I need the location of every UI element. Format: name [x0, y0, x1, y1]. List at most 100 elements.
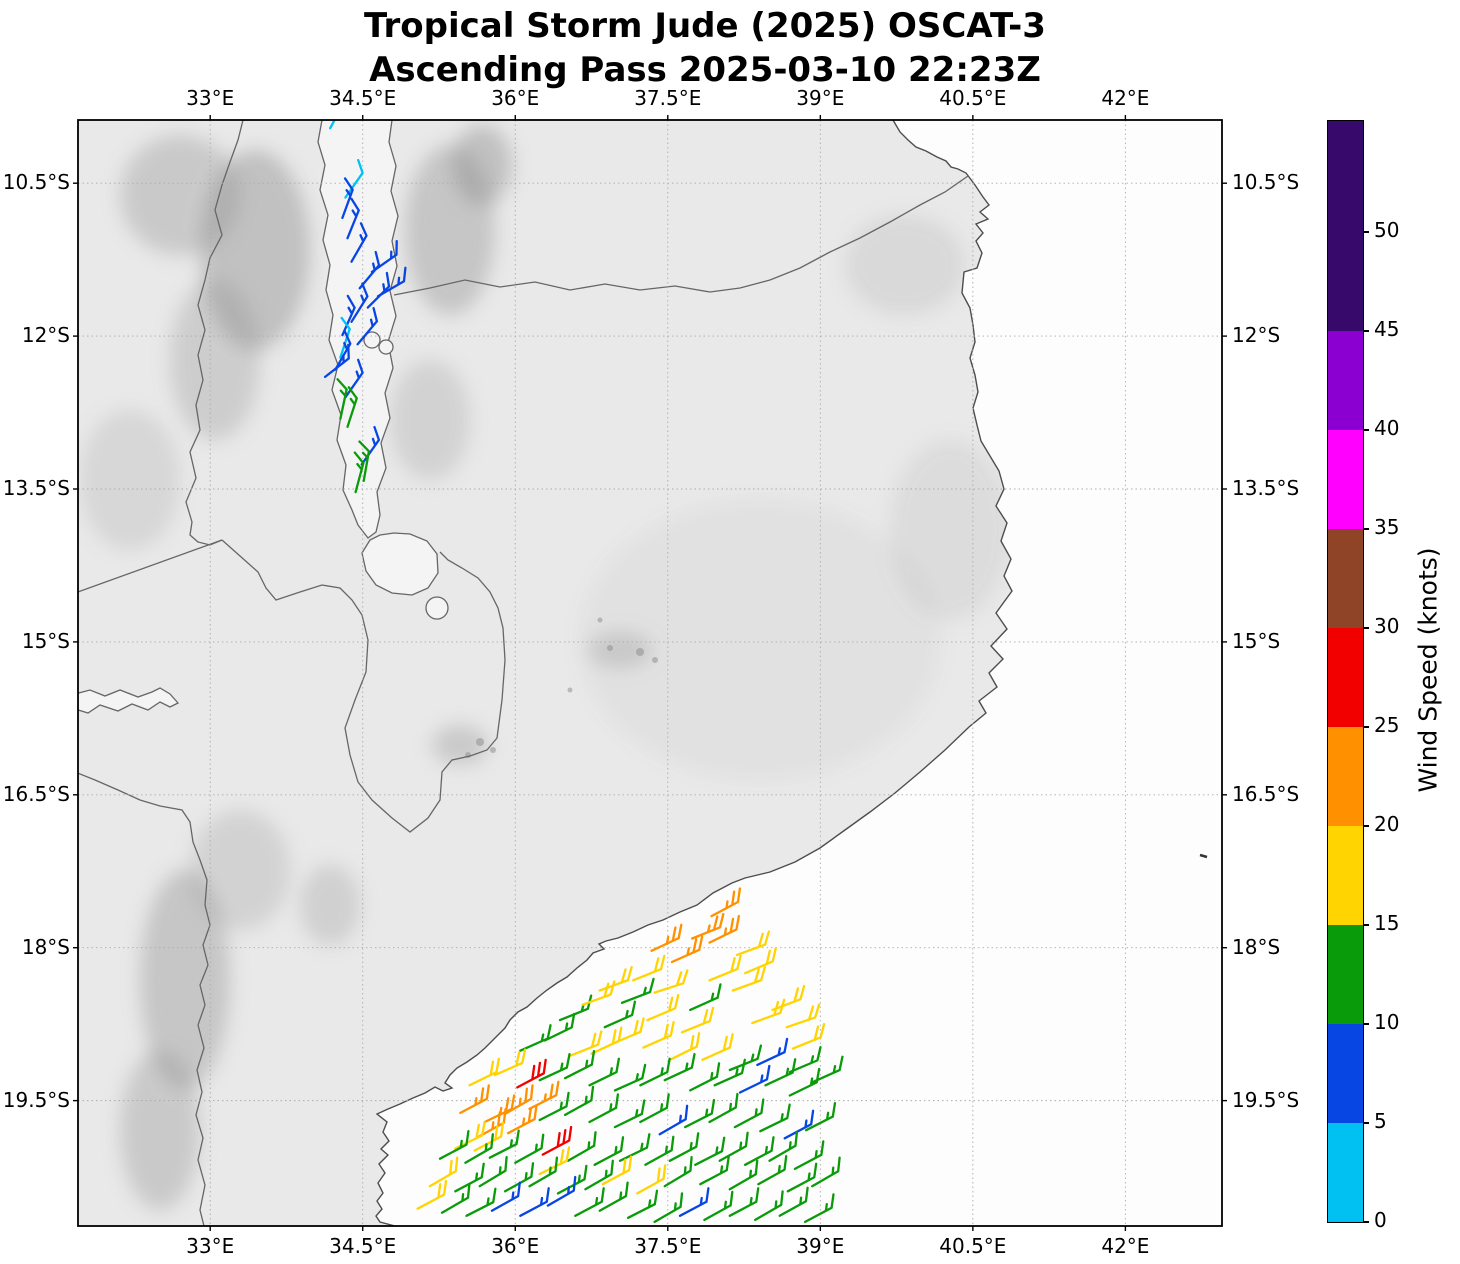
title-line-1: Tropical Storm Jude (2025) OSCAT-3: [364, 6, 1046, 46]
wind-barb: [738, 1064, 771, 1094]
wind-barb: [516, 1058, 547, 1089]
wind-barb: [785, 1003, 821, 1029]
wind-barb: [759, 1103, 791, 1133]
wind-barb: [350, 282, 369, 323]
lon-tick-label-top: 37.5°E: [634, 86, 702, 110]
wind-barb: [506, 1104, 538, 1135]
wind-barb: [668, 1132, 700, 1162]
wind-barb: [476, 1108, 507, 1139]
wind-barb: [440, 1183, 471, 1214]
colorbar-segment: [1328, 121, 1363, 232]
wind-barb: [588, 1057, 620, 1087]
wind-barb: [639, 1057, 671, 1087]
wind-barb: [468, 1057, 500, 1087]
colorbar-tick-label: 5: [1374, 1109, 1387, 1133]
colorbar-tick-label: 15: [1374, 911, 1400, 935]
lat-tick-label-left: 10.5°S: [2, 170, 70, 195]
wind-barb: [639, 1093, 670, 1124]
wind-barb: [493, 1048, 527, 1077]
wind-barb: [728, 1187, 760, 1217]
wind-barb: [528, 1080, 560, 1110]
colorbar-segments: [1328, 121, 1363, 1222]
wind-barb: [428, 1156, 459, 1188]
colorbar-tick: [1363, 924, 1369, 926]
wind-barb: [459, 1084, 490, 1115]
title-line-2: Ascending Pass 2025-03-10 22:23Z: [369, 50, 1041, 90]
wind-barb: [728, 1159, 759, 1191]
lon-tick-label-top: 33°E: [186, 86, 235, 110]
wind-barb: [680, 1006, 715, 1034]
colorbar-segment: [1328, 232, 1363, 331]
wind-barb: [569, 1030, 603, 1057]
wind-barb: [366, 271, 391, 309]
wind-barb: [788, 1045, 822, 1074]
lat-tick-label-right: 16.5°S: [1232, 781, 1300, 806]
wind-barb: [757, 1155, 788, 1186]
lon-tick-label-top: 39°E: [796, 86, 845, 110]
wind-barb: [754, 1190, 784, 1222]
wind-barb: [768, 1131, 799, 1162]
wind-barb: [756, 1037, 789, 1067]
lat-tick-label-right: 15°S: [1232, 628, 1281, 653]
lon-tick-label-top: 36°E: [491, 86, 540, 110]
map-frame: [77, 119, 1223, 1227]
wind-barb: [710, 887, 742, 918]
wind-barb: [804, 1101, 837, 1132]
colorbar-tick-label: 25: [1374, 713, 1400, 737]
colorbar-tick: [1363, 1122, 1369, 1124]
wind-barb: [642, 1020, 675, 1049]
wind-barb: [743, 1136, 775, 1166]
wind-barb: [574, 1187, 605, 1217]
lon-tick-label-bottom: 39°E: [796, 1234, 845, 1258]
border-malawi-south: [221, 539, 506, 833]
colorbar-segment: [1328, 925, 1363, 1024]
map-canvas: [73, 115, 1227, 1231]
wind-barb: [735, 930, 770, 957]
lon-tick-label-top: 34.5°E: [329, 86, 397, 110]
wind-barb: [689, 1062, 721, 1092]
wind-barb: [438, 1129, 470, 1160]
wind-barb: [490, 1181, 521, 1212]
border-malawi-west: [185, 120, 244, 546]
wind-barb: [743, 947, 777, 975]
colorbar-tick-label: 10: [1374, 1010, 1400, 1034]
lon-tick-label-bottom: 42°E: [1101, 1234, 1150, 1258]
wind-barb: [588, 1093, 620, 1124]
wind-barb: [786, 1162, 818, 1193]
wind-barb: [581, 980, 616, 1006]
colorbar-segment: [1328, 430, 1363, 529]
border-zambia-mozambique: [78, 539, 223, 593]
colorbar-segment: [1328, 529, 1363, 628]
wind-barb: [541, 1125, 573, 1156]
wind-barb: [563, 1049, 596, 1080]
colorbar-axis-label: Wind Speed (knots): [1413, 547, 1443, 793]
lat-tick-label-right: 18°S: [1232, 934, 1281, 959]
lake-cahora-bassa: [78, 687, 180, 714]
wind-barb: [488, 1129, 520, 1159]
lat-tick-label-left: 15°S: [21, 628, 70, 653]
wind-barb: [791, 1023, 826, 1050]
wind-barb: [360, 425, 381, 466]
wind-barb: [329, 120, 346, 130]
wind-barb: [465, 1187, 497, 1217]
axis-ticks: [73, 115, 1227, 1231]
wind-barb: [356, 306, 379, 346]
coastline: [375, 120, 1013, 1226]
wind-barb: [336, 378, 348, 420]
wind-barb: [473, 1121, 505, 1152]
colorbar-segment: [1328, 628, 1363, 727]
ocean: [376, 120, 1222, 1226]
wind-barb: [601, 1155, 633, 1186]
lake-amaramba: [378, 339, 394, 355]
lat-tick-label-left: 13.5°S: [2, 476, 70, 500]
lake-malawi: [78, 120, 449, 714]
gridlines: [78, 120, 1222, 1226]
lat-tick-label-left: 16.5°S: [2, 781, 70, 806]
wind-barb: [503, 1162, 535, 1193]
wind-barb: [653, 1192, 684, 1224]
lat-tick-label-right: 19.5°S: [1232, 1087, 1300, 1112]
wind-barb: [344, 358, 364, 399]
colorbar-segment: [1328, 1123, 1363, 1222]
lake-chilwa: [425, 596, 449, 620]
